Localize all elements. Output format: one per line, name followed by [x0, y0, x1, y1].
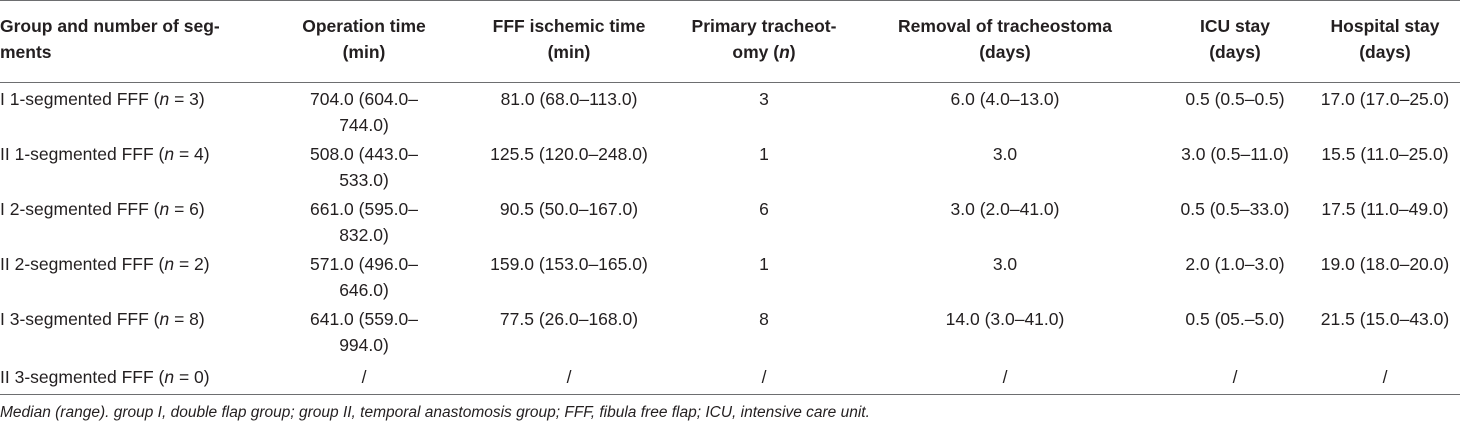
table-row: I 1-segmented FFF (n = 3) 704.0 (604.0– 7…	[0, 83, 1460, 139]
cell-operation-time: 661.0 (595.0– 832.0)	[309, 199, 418, 245]
cell-group: II 2-segmented FFF (n = 2)	[0, 254, 210, 274]
header-operation-time: Operation time (min)	[268, 0, 460, 83]
cell-ischemic-time: 90.5 (50.0–167.0)	[499, 199, 639, 219]
cell-removal: /	[1002, 367, 1008, 387]
cell-icu-stay: 0.5 (0.5–0.5)	[1185, 89, 1285, 109]
cell-hospital-stay: 17.5 (11.0–49.0)	[1321, 199, 1449, 219]
cell-icu-stay: 0.5 (0.5–33.0)	[1180, 199, 1290, 219]
table-footnote: Median (range). group I, double flap gro…	[0, 404, 870, 421]
cell-group: II 3-segmented FFF (n = 0)	[0, 367, 210, 387]
header-row: Group and number of seg- ments Operation…	[0, 0, 1460, 83]
header-hospital-stay: Hospital stay (days)	[1310, 0, 1460, 83]
cell-icu-stay: 2.0 (1.0–3.0)	[1185, 254, 1285, 274]
cell-tracheotomy: 8	[759, 309, 769, 329]
cell-hospital-stay: /	[1382, 367, 1388, 387]
cell-hospital-stay: 17.0 (17.0–25.0)	[1320, 89, 1450, 109]
cell-group: I 1-segmented FFF (n = 3)	[0, 89, 205, 109]
cell-group: I 2-segmented FFF (n = 6)	[0, 199, 205, 219]
cell-tracheotomy: 6	[759, 199, 769, 219]
table-row: II 1-segmented FFF (n = 4) 508.0 (443.0–…	[0, 138, 1460, 193]
cell-group: I 3-segmented FFF (n = 8)	[0, 309, 205, 329]
header-group: Group and number of seg- ments	[0, 0, 268, 83]
header-primary-tracheotomy: Primary tracheot- omy (n)	[678, 0, 850, 83]
cell-tracheotomy: 1	[759, 144, 769, 164]
cell-removal: 6.0 (4.0–13.0)	[950, 89, 1060, 109]
cell-tracheotomy: 3	[759, 89, 769, 109]
cell-operation-time: 704.0 (604.0– 744.0)	[309, 89, 418, 135]
cell-tracheotomy: /	[761, 367, 767, 387]
table-row: I 3-segmented FFF (n = 8) 641.0 (559.0– 9…	[0, 303, 1460, 358]
cell-ischemic-time: /	[566, 367, 572, 387]
header-removal-tracheostoma: Removal of tracheostoma (days)	[850, 0, 1160, 83]
table-row: I 2-segmented FFF (n = 6) 661.0 (595.0– 8…	[0, 193, 1460, 248]
cell-icu-stay: /	[1232, 367, 1238, 387]
cell-ischemic-time: 81.0 (68.0–113.0)	[500, 89, 638, 109]
data-table: Group and number of seg- ments Operation…	[0, 0, 1460, 394]
cell-icu-stay: 0.5 (05.–5.0)	[1185, 309, 1285, 329]
cell-ischemic-time: 125.5 (120.0–248.0)	[490, 144, 648, 164]
cell-hospital-stay: 21.5 (15.0–43.0)	[1320, 309, 1450, 329]
header-ischemic-time: FFF ischemic time (min)	[460, 0, 678, 83]
cell-operation-time: 641.0 (559.0– 994.0)	[309, 309, 418, 355]
header-icu-stay: ICU stay (days)	[1160, 0, 1310, 83]
cell-icu-stay: 3.0 (0.5–11.0)	[1181, 144, 1289, 164]
cell-group: II 1-segmented FFF (n = 4)	[0, 144, 210, 164]
cell-hospital-stay: 15.5 (11.0–25.0)	[1321, 144, 1449, 164]
cell-removal: 3.0	[992, 144, 1018, 164]
cell-ischemic-time: 77.5 (26.0–168.0)	[499, 309, 639, 329]
cell-operation-time: 571.0 (496.0– 646.0)	[309, 254, 418, 300]
cell-removal: 14.0 (3.0–41.0)	[945, 309, 1065, 329]
cell-hospital-stay: 19.0 (18.0–20.0)	[1320, 254, 1450, 274]
cell-operation-time: 508.0 (443.0– 533.0)	[309, 144, 418, 190]
cell-removal: 3.0	[992, 254, 1018, 274]
cell-removal: 3.0 (2.0–41.0)	[950, 199, 1060, 219]
cell-operation-time: /	[361, 367, 367, 387]
table-row: II 2-segmented FFF (n = 2) 571.0 (496.0–…	[0, 248, 1460, 303]
cell-ischemic-time: 159.0 (153.0–165.0)	[490, 254, 648, 274]
table-row: II 3-segmented FFF (n = 0) / / / / / /	[0, 358, 1460, 394]
cell-tracheotomy: 1	[759, 254, 769, 274]
